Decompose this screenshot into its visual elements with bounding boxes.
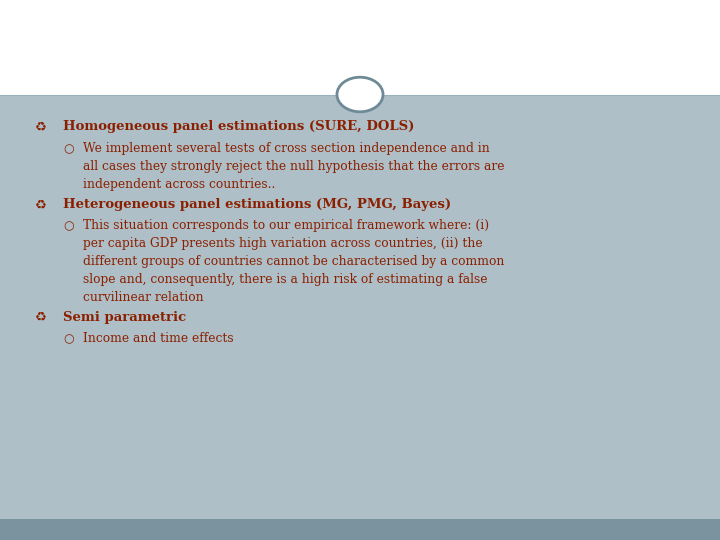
FancyBboxPatch shape: [0, 94, 720, 519]
Text: different groups of countries cannot be characterised by a common: different groups of countries cannot be …: [83, 255, 504, 268]
Text: ○: ○: [63, 219, 74, 232]
Text: all cases they strongly reject the null hypothesis that the errors are: all cases they strongly reject the null …: [83, 160, 504, 173]
Text: curvilinear relation: curvilinear relation: [83, 291, 204, 303]
Text: ○: ○: [63, 142, 74, 155]
Text: slope and, consequently, there is a high risk of estimating a false: slope and, consequently, there is a high…: [83, 273, 487, 286]
Text: ♻: ♻: [35, 198, 46, 211]
Text: Semi parametric: Semi parametric: [63, 310, 186, 323]
Text: We implement several tests of cross section independence and in: We implement several tests of cross sect…: [83, 142, 490, 155]
Text: Income and time effects: Income and time effects: [83, 332, 233, 345]
Text: Heterogeneous panel estimations (MG, PMG, Bayes): Heterogeneous panel estimations (MG, PMG…: [63, 198, 451, 211]
Text: ○: ○: [63, 332, 74, 345]
Text: Homogeneous panel estimations (SURE, DOLS): Homogeneous panel estimations (SURE, DOL…: [63, 120, 415, 133]
Text: ♻: ♻: [35, 310, 46, 323]
Text: per capita GDP presents high variation across countries, (ii) the: per capita GDP presents high variation a…: [83, 237, 482, 250]
FancyBboxPatch shape: [0, 0, 720, 94]
Circle shape: [337, 77, 383, 112]
Text: This situation corresponds to our empirical framework where: (i): This situation corresponds to our empiri…: [83, 219, 489, 232]
Text: independent across countries..: independent across countries..: [83, 178, 275, 191]
FancyBboxPatch shape: [0, 519, 720, 540]
Text: ♻: ♻: [35, 120, 46, 133]
